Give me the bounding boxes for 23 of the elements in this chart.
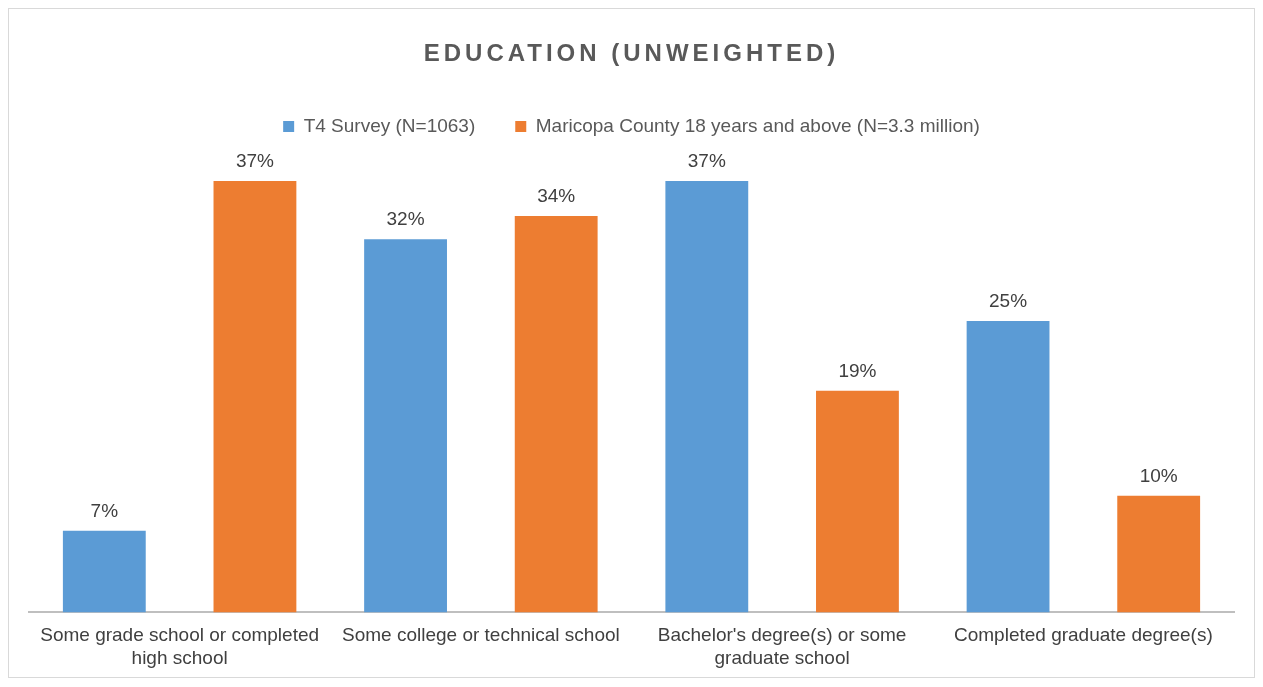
data-label: 7% — [90, 499, 119, 521]
data-label: 32% — [386, 208, 425, 230]
bar — [966, 320, 1050, 613]
data-label: 25% — [989, 289, 1028, 311]
data-label: 19% — [838, 359, 877, 381]
chart-title: EDUCATION (UNWEIGHTED) — [422, 39, 841, 67]
bar — [1117, 495, 1201, 613]
data-label: 10% — [1139, 464, 1178, 486]
data-label: 37% — [235, 149, 275, 171]
bar — [816, 390, 899, 613]
legend-label: Maricopa County 18 years and above (N=3.3 million) — [535, 114, 980, 136]
bar — [62, 530, 146, 613]
data-label: 37% — [687, 149, 726, 171]
x-tick-label: Completed graduate degree(s) — [953, 624, 1213, 646]
bar — [665, 180, 749, 613]
data-label: 34% — [537, 184, 576, 206]
bar — [213, 180, 297, 613]
legend-label: T4 Survey (N=1063) — [303, 114, 476, 136]
bar — [514, 215, 598, 613]
x-tick-label: Some college or technical school — [341, 624, 620, 646]
bar — [364, 239, 447, 613]
x-tick-label: Bachelor's degree(s) or some graduate school — [657, 624, 907, 668]
x-tick-label: Some grade school or completed high school — [40, 624, 320, 668]
